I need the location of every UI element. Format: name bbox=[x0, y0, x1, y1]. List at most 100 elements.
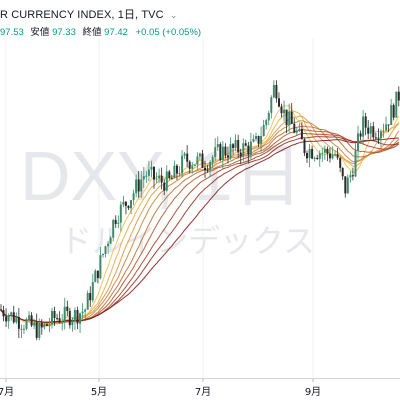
candle-body bbox=[380, 131, 382, 139]
candle-body bbox=[242, 143, 245, 157]
candle-body bbox=[15, 317, 18, 323]
candle-body bbox=[311, 149, 314, 159]
candle-body bbox=[372, 126, 375, 138]
candle-body bbox=[278, 98, 280, 107]
candle-body bbox=[30, 315, 33, 326]
candle-body bbox=[313, 157, 316, 159]
candle-body bbox=[344, 176, 347, 194]
x-axis-line bbox=[0, 378, 400, 379]
candle-body bbox=[336, 154, 339, 158]
candle-body bbox=[382, 130, 385, 132]
candle-body bbox=[140, 179, 143, 192]
candle-body bbox=[237, 140, 240, 153]
candle-body bbox=[374, 137, 377, 139]
candle-body bbox=[306, 153, 308, 159]
ohlc-close-value: 97.42 bbox=[104, 27, 128, 38]
candle-body bbox=[331, 154, 334, 159]
candle-body bbox=[357, 133, 359, 151]
candle-body bbox=[323, 148, 326, 153]
candle-body bbox=[71, 321, 74, 326]
candle-body bbox=[257, 136, 260, 144]
candle-body bbox=[221, 146, 224, 160]
chart-header-title[interactable]: R CURRENCY INDEX, 1日, TVC ⌄ bbox=[0, 6, 177, 22]
candle-body bbox=[392, 105, 395, 118]
candle-body bbox=[270, 97, 273, 113]
candle-body bbox=[369, 126, 372, 134]
candle-body bbox=[153, 166, 155, 180]
candle-body bbox=[40, 322, 43, 328]
candle-body bbox=[102, 254, 104, 255]
ohlc-low-value: 97.33 bbox=[52, 27, 76, 38]
candle-body bbox=[81, 311, 84, 314]
candle-body bbox=[45, 324, 48, 326]
candle-body bbox=[107, 243, 110, 247]
candle-body bbox=[132, 193, 135, 201]
candle-body bbox=[168, 171, 171, 178]
candle-body bbox=[0, 309, 2, 311]
candle-body bbox=[165, 171, 168, 191]
candle-body bbox=[89, 293, 92, 301]
candle-body bbox=[142, 176, 145, 180]
candle-body bbox=[300, 128, 303, 140]
candle-body bbox=[288, 111, 291, 126]
candle-body bbox=[295, 130, 298, 133]
candle-body bbox=[249, 141, 252, 155]
candle-body bbox=[275, 85, 278, 99]
candle-body bbox=[262, 125, 265, 136]
chevron-down-icon[interactable]: ⌄ bbox=[169, 10, 178, 20]
candle-body bbox=[229, 144, 232, 158]
candle-body bbox=[145, 175, 148, 177]
candle-body bbox=[232, 144, 235, 148]
candle-body bbox=[114, 219, 117, 224]
candle-body bbox=[181, 155, 184, 174]
candle-body bbox=[318, 153, 321, 159]
candle-body bbox=[272, 85, 275, 98]
candle-body bbox=[188, 161, 191, 169]
candle-body bbox=[99, 255, 102, 279]
candle-body bbox=[367, 127, 370, 134]
candle-body bbox=[155, 178, 158, 180]
candle-body bbox=[48, 324, 51, 326]
ohlc-low-label: 安値 bbox=[30, 27, 50, 38]
candle-body bbox=[147, 169, 150, 176]
candle-body bbox=[216, 144, 219, 148]
candle-body bbox=[206, 170, 209, 172]
candle-body bbox=[124, 201, 127, 206]
candle-body bbox=[339, 157, 342, 168]
ohlc-close-label: 終値 bbox=[82, 27, 102, 38]
candle-body bbox=[84, 309, 87, 312]
candle-body bbox=[191, 165, 194, 169]
candle-body bbox=[198, 153, 201, 157]
candle-body bbox=[38, 322, 41, 338]
candle-body bbox=[96, 270, 99, 279]
candle-body bbox=[176, 165, 178, 174]
candle-body bbox=[43, 324, 46, 328]
ma-ribbon-line bbox=[0, 120, 400, 324]
candle-body bbox=[2, 310, 5, 317]
candle-body bbox=[76, 310, 79, 324]
candle-body bbox=[252, 139, 255, 142]
candle-body bbox=[58, 318, 61, 323]
candle-body bbox=[244, 143, 247, 146]
candle-body bbox=[285, 109, 288, 126]
candle-body bbox=[293, 123, 296, 133]
candle-body bbox=[25, 320, 28, 329]
ma-ribbon-line bbox=[0, 137, 399, 323]
x-tick-label: 9月 bbox=[305, 386, 321, 398]
candle-body bbox=[63, 306, 66, 322]
x-tick-label: 5月 bbox=[91, 386, 107, 398]
candle-body bbox=[283, 109, 286, 114]
ohlc-readout: 97.53 安値 97.33 終値 97.42 +0.05 (+0.05%) bbox=[0, 24, 201, 38]
candle-body bbox=[193, 164, 196, 166]
candle-body bbox=[5, 316, 8, 322]
candle-body bbox=[73, 310, 76, 321]
candle-body bbox=[61, 321, 64, 323]
candle-body bbox=[35, 322, 38, 338]
x-tick-label: 7月 bbox=[195, 386, 211, 398]
candle-body bbox=[280, 106, 283, 114]
candle-body bbox=[183, 153, 186, 156]
candle-body bbox=[23, 328, 25, 330]
watermark: DXY, 1日 ドルインデックス bbox=[20, 137, 315, 260]
